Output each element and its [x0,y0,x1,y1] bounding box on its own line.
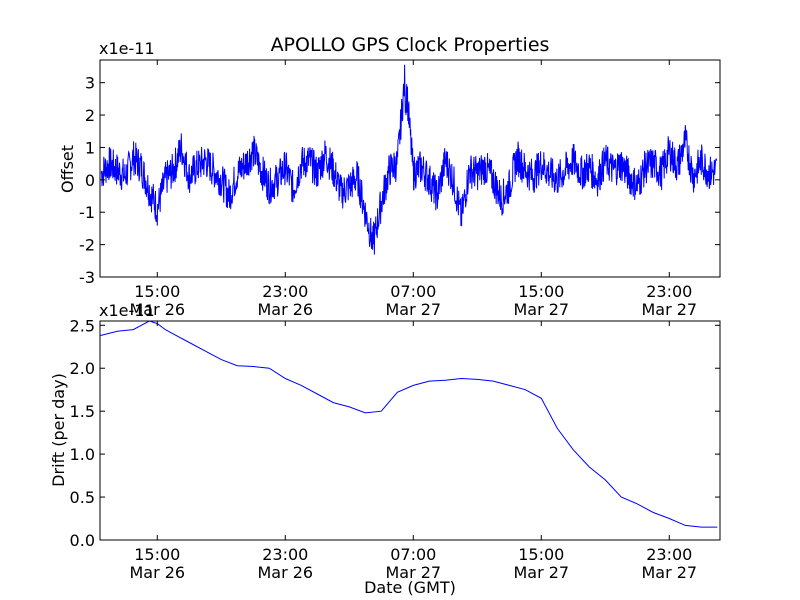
drift-x-tick-date: Mar 27 [513,563,569,582]
drift-y-tick-label: 2.0 [70,359,95,378]
drift-x-tick-date: Mar 26 [257,563,313,582]
drift-y-tick-label: 2.5 [70,316,95,335]
drift-y-tick-label: 1.0 [70,445,95,464]
drift-x-tick-time: 15:00 [518,545,564,564]
drift-plot-frame [99,320,721,541]
bottom-scale-label: x1e-11 [99,301,155,320]
drift-x-tick-time: 23:00 [262,545,308,564]
drift-plot-area [99,320,721,541]
offset-x-tick-time: 23:00 [262,282,308,301]
offset-x-tick-time: 07:00 [390,282,436,301]
offset-plot-area [99,59,721,278]
offset-y-tick-label: 3 [85,74,95,93]
drift-x-tick-date: Mar 27 [385,563,441,582]
offset-x-tick-date: Mar 26 [257,300,313,319]
offset-y-tick-label: 1 [85,138,95,157]
drift-y-tick-label: 0.5 [70,488,95,507]
offset-y-axis: -3 -2 -1 0 1 2 3 [79,74,720,287]
drift-x-axis-label: Date (GMT) [364,578,456,597]
offset-y-axis-label: Offset [58,145,77,193]
drift-y-tick-label: 0.0 [70,531,95,550]
offset-y-tick-label: -2 [79,236,95,255]
drift-x-tick-time: 07:00 [390,545,436,564]
offset-x-tick-date: Mar 27 [513,300,569,319]
offset-x-tick-date: Mar 27 [385,300,441,319]
offset-x-tick-time: 23:00 [646,282,692,301]
offset-x-tick-time: 15:00 [518,282,564,301]
offset-y-tick-label: 0 [85,171,95,190]
offset-plot-frame [99,59,721,278]
offset-y-tick-label: 2 [85,106,95,125]
offset-x-tick-date: Mar 26 [129,300,185,319]
drift-y-axis-label: Drift (per day) [49,373,68,487]
drift-y-tick-label: 1.5 [70,402,95,421]
offset-series-line [100,64,718,255]
offset-y-tick-label: -1 [79,203,95,222]
top-scale-label: x1e-11 [99,39,155,58]
drift-x-tick-date: Mar 26 [129,563,185,582]
drift-x-tick-time: 15:00 [134,545,180,564]
drift-x-tick-date: Mar 27 [641,563,697,582]
drift-x-tick-time: 23:00 [646,545,692,564]
chart-title: APOLLO GPS Clock Properties [271,34,550,56]
drift-y-axis: 0.0 0.5 1.0 1.5 2.0 2.5 [70,316,720,550]
offset-x-tick-date: Mar 27 [641,300,697,319]
drift-series-line [99,320,718,528]
offset-y-tick-label: -3 [79,268,95,287]
offset-x-tick-time: 15:00 [134,282,180,301]
